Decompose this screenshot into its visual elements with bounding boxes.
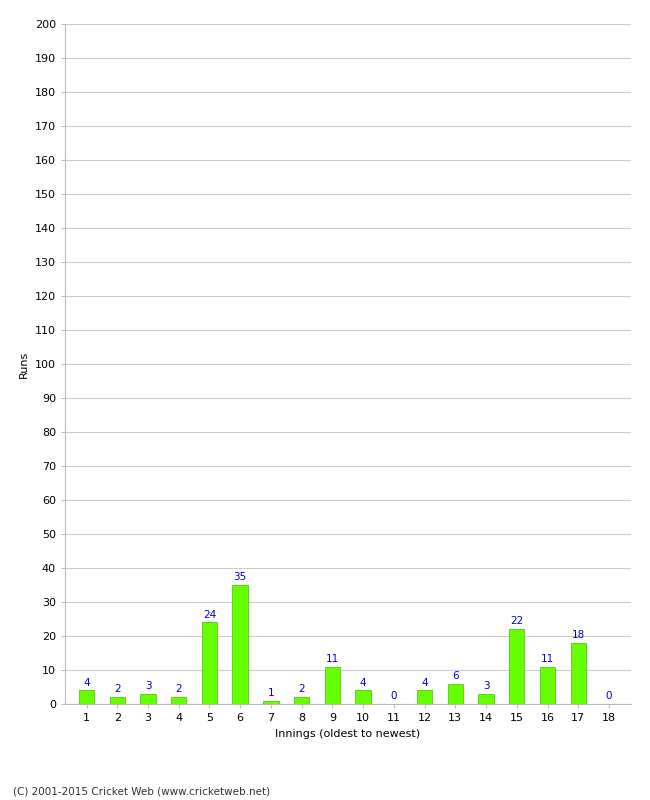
Bar bbox=[233, 585, 248, 704]
Text: 2: 2 bbox=[114, 685, 120, 694]
Text: 4: 4 bbox=[360, 678, 367, 688]
Bar bbox=[448, 683, 463, 704]
Text: 0: 0 bbox=[606, 691, 612, 702]
Bar bbox=[325, 666, 340, 704]
Text: 24: 24 bbox=[203, 610, 216, 620]
Text: 11: 11 bbox=[541, 654, 554, 664]
Bar bbox=[509, 629, 525, 704]
Text: 3: 3 bbox=[145, 681, 151, 691]
Bar bbox=[263, 701, 279, 704]
Bar bbox=[202, 622, 217, 704]
Text: 2: 2 bbox=[298, 685, 305, 694]
Text: 1: 1 bbox=[268, 688, 274, 698]
Bar bbox=[540, 666, 555, 704]
Bar bbox=[417, 690, 432, 704]
Bar bbox=[478, 694, 494, 704]
Bar bbox=[110, 697, 125, 704]
Text: 4: 4 bbox=[83, 678, 90, 688]
Y-axis label: Runs: Runs bbox=[20, 350, 29, 378]
Text: 11: 11 bbox=[326, 654, 339, 664]
Text: 6: 6 bbox=[452, 671, 459, 681]
Bar bbox=[79, 690, 94, 704]
Text: 4: 4 bbox=[421, 678, 428, 688]
Bar bbox=[294, 697, 309, 704]
Text: 0: 0 bbox=[391, 691, 397, 702]
Text: (C) 2001-2015 Cricket Web (www.cricketweb.net): (C) 2001-2015 Cricket Web (www.cricketwe… bbox=[13, 786, 270, 796]
Text: 2: 2 bbox=[176, 685, 182, 694]
X-axis label: Innings (oldest to newest): Innings (oldest to newest) bbox=[275, 729, 421, 738]
Bar bbox=[356, 690, 370, 704]
Text: 22: 22 bbox=[510, 617, 523, 626]
Text: 18: 18 bbox=[571, 630, 585, 640]
Text: 35: 35 bbox=[233, 572, 247, 582]
Bar bbox=[171, 697, 187, 704]
Bar bbox=[140, 694, 155, 704]
Bar bbox=[571, 643, 586, 704]
Text: 3: 3 bbox=[483, 681, 489, 691]
